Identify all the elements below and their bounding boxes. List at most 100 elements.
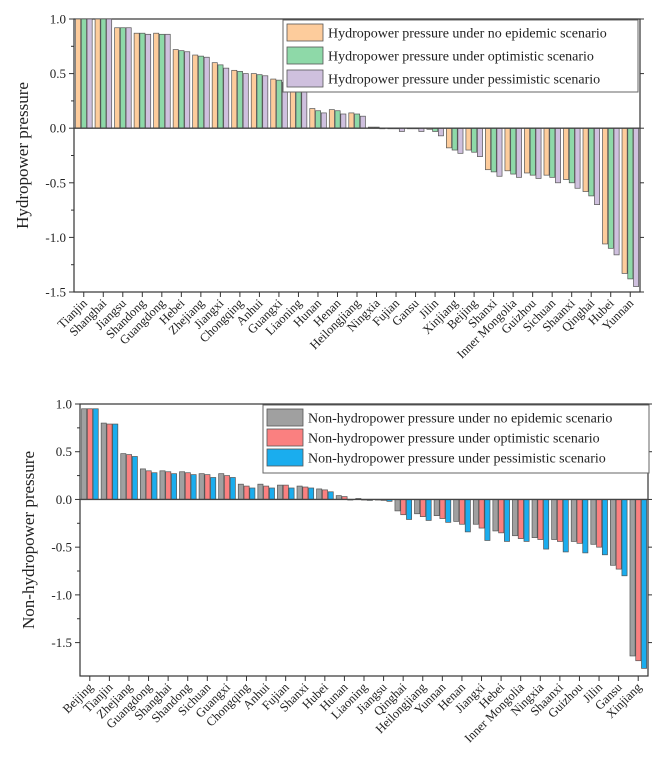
- bar-guangdong-series-2: [145, 470, 152, 500]
- bar-qinghai-series-3: [594, 127, 600, 205]
- bar-hunan-series-1: [309, 108, 316, 129]
- bar-guizhou-series-1: [570, 499, 577, 542]
- bar-sichuan-series-1: [198, 473, 205, 500]
- bar-jiangsu-series-1: [114, 27, 121, 129]
- bar-hubei-series-1: [316, 488, 323, 500]
- y-tick-label: 1.0: [56, 397, 72, 412]
- bar-yunnan-series-3: [633, 127, 640, 287]
- bar-shanxi-series-2: [302, 486, 309, 500]
- bar-hubei-series-2: [607, 127, 614, 249]
- bar-fujian-series-2: [282, 484, 289, 500]
- bar-shanxi-series-3: [308, 487, 315, 500]
- bar-guangdong-series-2: [159, 33, 165, 129]
- bar-anhui-series-3: [269, 487, 275, 500]
- bar-heilongjiang-series-2: [354, 113, 361, 129]
- bar-hebei-series-2: [178, 50, 185, 129]
- bar-chongqing-series-3: [249, 487, 256, 500]
- bar-anhui-series-1: [250, 73, 257, 129]
- bar-hubei-series-3: [327, 491, 334, 500]
- bar-anhui-series-1: [257, 483, 264, 500]
- bar-shaanxi-series-3: [574, 127, 581, 189]
- bar-shanghai-series-2: [165, 471, 172, 500]
- y-tick-label: -0.5: [45, 175, 66, 190]
- bar-zhejiang-series-2: [126, 454, 133, 500]
- bar-zhejiang-series-2: [198, 55, 204, 129]
- bar-jiangxi-series-1: [472, 499, 479, 525]
- y-tick-label: -1.5: [51, 635, 72, 650]
- bar-guangxi-series-2: [224, 475, 230, 500]
- bar-jilin-series-3: [438, 127, 444, 137]
- bar-chongqing-series-2: [237, 71, 243, 129]
- bar-inner-mongolia-series-3: [523, 499, 530, 542]
- bar-jilin-series-2: [596, 499, 603, 548]
- bar-ningxia-series-3: [543, 499, 550, 550]
- bar-guangxi-series-1: [218, 473, 225, 500]
- bar-shanghai-series-3: [171, 473, 177, 500]
- bar-hebei-series-3: [184, 51, 191, 129]
- bar-shandong-series-3: [190, 474, 197, 500]
- bar-guizhou-series-2: [529, 127, 536, 176]
- bar-henan-series-3: [464, 499, 471, 533]
- bar-hunan-series-2: [315, 110, 322, 129]
- bar-shanxi-series-1: [485, 127, 491, 171]
- y-axis-title: Hydropower pressure: [13, 82, 32, 229]
- legend: Hydropower pressure under no epidemic sc…: [282, 19, 639, 93]
- bar-henan-series-3: [340, 113, 347, 129]
- legend-swatch: [266, 408, 304, 427]
- bar-xinjiang-series-2: [635, 499, 642, 662]
- bar-shanxi-series-3: [496, 127, 503, 177]
- legend-label: Non-hydropower pressure under optimistic…: [308, 432, 600, 447]
- bar-jilin-series-1: [590, 499, 597, 545]
- bar-zhejiang-series-3: [131, 456, 138, 500]
- bar-heilongjiang-series-3: [359, 115, 366, 129]
- bar-fujian-series-3: [288, 487, 295, 500]
- bar-guizhou-series-1: [524, 127, 530, 174]
- bar-anhui-series-2: [256, 74, 263, 129]
- bar-chongqing-series-1: [231, 69, 238, 129]
- bar-henan-series-1: [453, 499, 460, 522]
- bar-chongqing-series-2: [243, 485, 250, 500]
- bar-beijing-series-3: [477, 127, 483, 157]
- bar-guangdong-series-1: [153, 32, 160, 129]
- legend-label: Hydropower pressure under optimistic sce…: [328, 50, 594, 65]
- bar-xinjiang-series-1: [629, 499, 636, 657]
- bar-tianjin-series-2: [106, 423, 113, 500]
- bar-shaanxi-series-2: [557, 499, 563, 542]
- legend-box: [282, 19, 639, 93]
- bar-hubei-series-3: [613, 127, 620, 256]
- bar-jilin-series-3: [601, 499, 608, 556]
- bar-heilongjiang-series-3: [425, 499, 432, 521]
- bar-zhejiang-series-1: [192, 54, 199, 129]
- y-tick-label: -0.5: [51, 540, 72, 555]
- bar-chongqing-series-3: [242, 73, 249, 129]
- bar-guizhou-series-3: [535, 127, 542, 179]
- y-axis-title: Non-hydropower pressure: [19, 451, 38, 629]
- bar-liaoning-series-3: [301, 91, 308, 129]
- bar-xinjiang-series-1: [446, 127, 452, 149]
- bar-qinghai-series-3: [406, 499, 412, 520]
- bar-henan-series-1: [328, 109, 335, 129]
- bar-guangdong-series-3: [164, 33, 171, 129]
- legend-swatch: [286, 69, 324, 88]
- bar-yunnan-series-2: [439, 499, 446, 519]
- bar-qinghai-series-1: [394, 499, 401, 512]
- bar-shaanxi-series-2: [568, 127, 575, 184]
- bar-beijing-series-2: [471, 127, 478, 153]
- y-tick-label: 1.0: [50, 12, 66, 27]
- bar-liaoning-series-2: [295, 90, 302, 129]
- bar-guangdong-series-3: [151, 472, 158, 500]
- legend: Non-hydropower pressure under no epidemi…: [262, 404, 650, 474]
- bar-guizhou-series-3: [582, 499, 589, 554]
- bar-hubei-series-2: [322, 489, 328, 500]
- bar-inner-mongolia-series-2: [517, 499, 524, 539]
- bar-shanxi-series-2: [490, 127, 497, 173]
- bar-hebei-series-3: [504, 499, 510, 542]
- bar-inner-mongolia-series-2: [510, 127, 517, 175]
- y-tick-label: -1.0: [45, 230, 66, 245]
- bar-tianjin-series-1: [100, 422, 107, 500]
- bar-ningxia-series-1: [531, 499, 538, 538]
- bar-chongqing-series-1: [237, 483, 244, 500]
- bar-beijing-series-3: [92, 408, 99, 500]
- bar-sichuan-series-1: [543, 127, 550, 176]
